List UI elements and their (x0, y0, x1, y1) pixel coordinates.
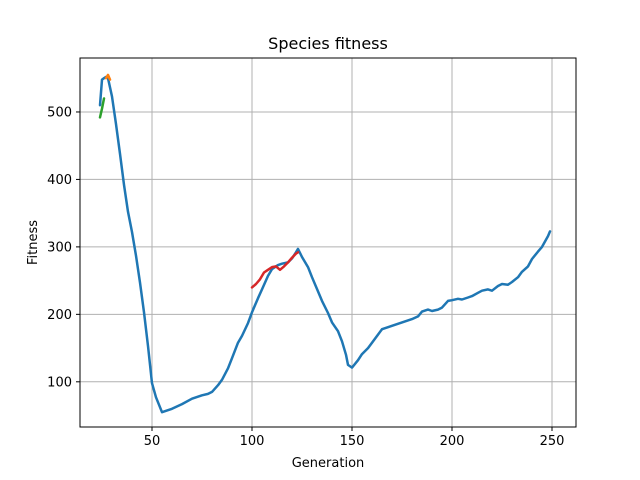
chart-title: Species fitness (268, 34, 388, 53)
x-tick-label: 100 (240, 434, 265, 449)
y-axis-ticks: 100 200 300 400 500 (47, 105, 80, 390)
series-layer (98, 73, 552, 414)
y-tick-label: 400 (47, 173, 72, 188)
x-tick-label: 250 (540, 434, 565, 449)
y-tick-label: 200 (47, 308, 72, 323)
y-tick-label: 100 (47, 375, 72, 390)
y-tick-label: 500 (47, 105, 72, 120)
x-axis-label: Generation (292, 456, 365, 471)
series-line-1 (98, 75, 552, 414)
x-tick-label: 50 (144, 434, 161, 449)
x-tick-label: 150 (340, 434, 365, 449)
axes-frame (79, 57, 577, 428)
x-axis-ticks: 50 100 150 200 250 (144, 427, 565, 449)
y-axis-label: Fitness (26, 220, 41, 265)
y-tick-label: 300 (47, 240, 72, 255)
grid (80, 58, 576, 427)
series-line-3 (98, 97, 106, 119)
x-tick-label: 200 (440, 434, 465, 449)
series-line-4 (250, 251, 300, 289)
series-line-2 (104, 73, 112, 81)
